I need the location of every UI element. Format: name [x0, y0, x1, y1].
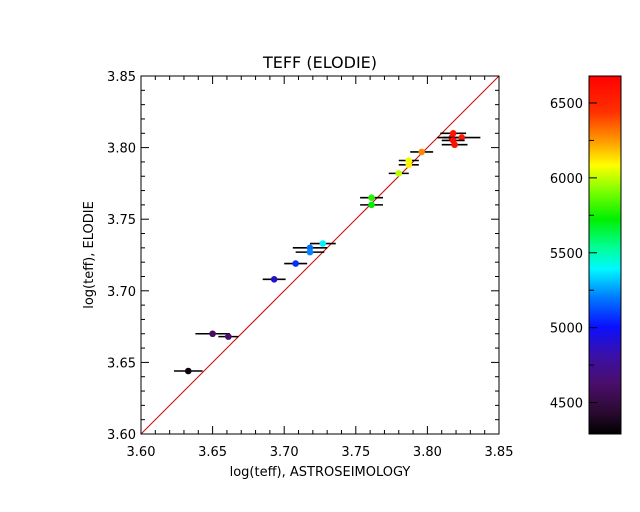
- point-marker: [319, 240, 327, 247]
- x-axis-label: log(teff), ASTROSEIMOLOGY: [230, 465, 411, 480]
- data-point: [218, 333, 239, 340]
- x-tick-label: 3.80: [413, 445, 442, 460]
- point-marker: [405, 161, 413, 169]
- point-marker: [225, 333, 232, 340]
- colorbar-tick-label: 5500: [550, 247, 583, 262]
- y-tick-label: 3.75: [107, 213, 136, 228]
- y-tick-label: 3.65: [107, 356, 136, 371]
- point-marker: [306, 248, 314, 256]
- data-point: [360, 194, 384, 202]
- one-to-one-line: [140, 75, 500, 435]
- data-point: [295, 248, 325, 256]
- point-marker: [184, 367, 192, 375]
- point-marker: [451, 141, 458, 149]
- data-point: [195, 330, 230, 338]
- data-point: [410, 148, 434, 156]
- point-marker: [209, 330, 216, 338]
- point-marker: [368, 194, 375, 202]
- plot-frame: [140, 75, 500, 435]
- y-tick-label: 3.60: [107, 428, 136, 443]
- plot-area: [140, 75, 500, 435]
- data-point: [284, 260, 308, 267]
- x-tick-label: 3.65: [198, 445, 227, 460]
- data-point: [443, 134, 481, 141]
- point-marker: [458, 134, 466, 141]
- point-marker: [368, 201, 375, 209]
- data-point: [360, 201, 384, 209]
- x-tick-label: 3.60: [127, 445, 156, 460]
- data-point: [309, 240, 336, 247]
- data-point: [262, 276, 286, 283]
- point-marker: [270, 276, 278, 283]
- x-axis: 3.60 3.65 3.70 3.75 3.80 3.85: [127, 76, 514, 460]
- colorbar-axis: 4500 5000 5500 6000 6500: [550, 97, 597, 412]
- y-axis-label: log(teff), ELODIE: [82, 201, 97, 309]
- x-tick-label: 3.70: [270, 445, 299, 460]
- chart-title: TEFF (ELODIE): [262, 53, 377, 72]
- data-point: [173, 367, 203, 375]
- y-axis: 3.60 3.65 3.70 3.75 3.80 3.85: [107, 70, 499, 443]
- colorbar-tick-label: 5000: [550, 322, 583, 337]
- point-marker: [395, 170, 403, 177]
- data-point: [398, 161, 419, 169]
- data-point: [388, 170, 409, 177]
- y-tick-label: 3.70: [107, 285, 136, 300]
- data-point: [441, 141, 468, 149]
- colorbar-tick-label: 6000: [550, 172, 583, 187]
- point-marker: [418, 148, 425, 156]
- x-tick-label: 3.75: [341, 445, 370, 460]
- colorbar-tick-label: 4500: [550, 397, 583, 412]
- colorbar: [588, 75, 622, 435]
- x-tick-label: 3.85: [485, 445, 514, 460]
- y-tick-label: 3.80: [107, 142, 136, 157]
- y-tick-label: 3.85: [107, 70, 136, 85]
- point-marker: [292, 260, 299, 267]
- colorbar-tick-label: 6500: [550, 97, 583, 112]
